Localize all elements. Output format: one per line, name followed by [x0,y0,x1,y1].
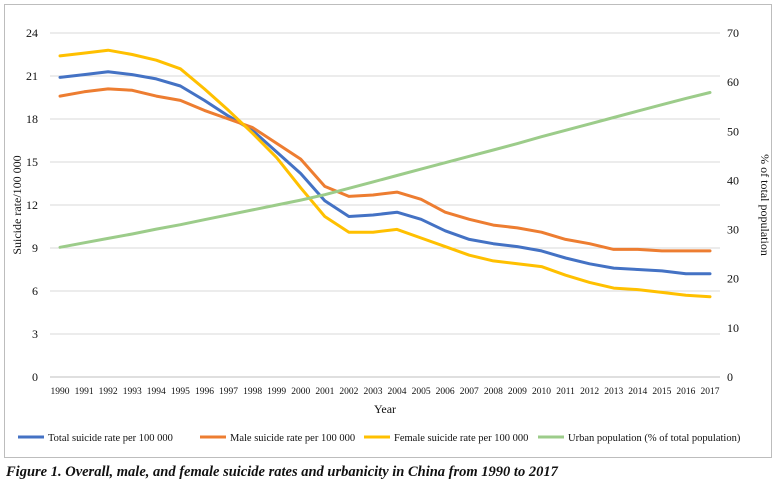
x-tick-label: 1999 [267,387,286,397]
series-line-2 [58,87,712,253]
x-tick-label: 1995 [171,387,190,397]
x-tick-label: 2015 [652,387,671,397]
x-tick-label: 1997 [219,387,238,397]
y-tick-label: 24 [26,26,38,40]
x-tick-label: 2006 [436,387,455,397]
x-axis-title: Year [374,402,396,416]
y2-tick-label: 10 [727,321,739,335]
y-tick-label: 21 [26,69,38,83]
x-tick-label: 1992 [99,387,118,397]
x-tick-label: 2001 [315,387,334,397]
x-tick-label: 2007 [460,387,479,397]
x-tick-label: 2013 [604,387,623,397]
series-line-1 [58,70,712,276]
x-tick-label: 1996 [195,387,214,397]
x-tick-label: 2009 [508,387,527,397]
x-tick-label: 1991 [75,387,94,397]
y-tick-label: 12 [26,198,38,212]
legend-label: Urban population (% of total population) [568,433,741,444]
series-line-4 [58,91,712,249]
x-tick-label: 2003 [363,387,382,397]
y2-tick-label: 0 [727,370,733,384]
y2-tick-label: 70 [727,26,739,40]
x-tick-label: 2012 [580,387,599,397]
y-tick-label: 15 [26,155,38,169]
legend-label: Female suicide rate per 100 000 [394,433,528,444]
y2-tick-label: 30 [727,223,739,237]
y-tick-label: 18 [26,112,38,126]
y2-tick-label: 50 [727,124,739,138]
x-tick-label: 2005 [412,387,431,397]
x-tick-label: 1994 [147,387,166,397]
y-tick-label: 0 [32,370,38,384]
figure-caption: Figure 1. Overall, male, and female suic… [6,464,558,480]
x-tick-label: 2004 [388,387,407,397]
y2-tick-label: 20 [727,272,739,286]
legend-label: Male suicide rate per 100 000 [230,433,355,444]
x-tick-label: 1993 [123,387,142,397]
y2-axis-title: % of total population [758,154,772,256]
x-tick-label: 2002 [339,387,358,397]
y2-tick-label: 60 [727,75,739,89]
line-chart: 0 3 6 9 12 15 18 21 24 0 10 20 30 40 50 60 70 1990 1991 199… [10,26,772,444]
x-tick-label: 2017 [701,387,720,397]
y-tick-label: 9 [32,241,38,255]
legend-label: Total suicide rate per 100 000 [48,433,173,444]
x-tick-label: 2014 [628,387,647,397]
y-tick-label: 3 [32,327,38,341]
y2-tick-label: 40 [727,173,739,187]
series-line-3 [58,48,712,299]
x-tick-label: 2010 [532,387,551,397]
x-tick-label: 2011 [556,387,575,397]
x-tick-label: 2016 [676,387,695,397]
x-tick-label: 2008 [484,387,503,397]
y-axis-title: Suicide rate/100 000 [10,155,24,254]
y-tick-label: 6 [32,284,38,298]
x-tick-label: 1998 [243,387,262,397]
x-tick-label: 1990 [51,387,70,397]
x-tick-label: 2000 [291,387,310,397]
